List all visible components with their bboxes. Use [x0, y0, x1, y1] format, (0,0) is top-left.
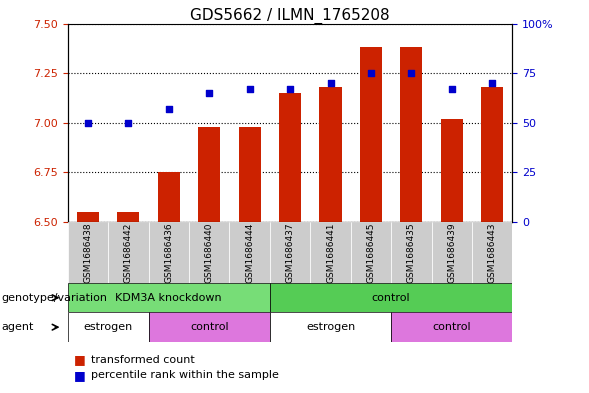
Bar: [68, 283, 270, 312]
Point: [366, 70, 376, 76]
Text: ■: ■: [74, 353, 85, 366]
Text: GSM1686436: GSM1686436: [164, 222, 173, 283]
Text: genotype/variation: genotype/variation: [1, 293, 107, 303]
Bar: [77, 212, 99, 222]
Bar: [148, 222, 189, 283]
Text: GSM1686444: GSM1686444: [245, 222, 254, 283]
Bar: [158, 173, 180, 222]
Text: control: control: [190, 322, 229, 332]
Bar: [279, 93, 301, 222]
Text: estrogen: estrogen: [84, 322, 133, 332]
Text: percentile rank within the sample: percentile rank within the sample: [91, 370, 279, 380]
Text: GSM1686442: GSM1686442: [124, 222, 133, 283]
Bar: [270, 312, 391, 342]
Bar: [432, 222, 472, 283]
Bar: [198, 127, 220, 222]
Bar: [481, 87, 504, 222]
Text: GSM1686443: GSM1686443: [488, 222, 497, 283]
Bar: [230, 222, 270, 283]
Text: GSM1686439: GSM1686439: [447, 222, 456, 283]
Bar: [270, 222, 310, 283]
Bar: [319, 87, 342, 222]
Bar: [472, 222, 512, 283]
Bar: [68, 222, 108, 283]
Point: [326, 80, 335, 86]
Point: [285, 86, 294, 92]
Text: control: control: [372, 293, 411, 303]
Text: agent: agent: [1, 322, 34, 332]
Point: [124, 119, 133, 126]
Bar: [350, 222, 391, 283]
Bar: [360, 48, 382, 222]
Text: GSM1686441: GSM1686441: [326, 222, 335, 283]
Bar: [441, 119, 463, 222]
Text: estrogen: estrogen: [306, 322, 355, 332]
Text: GSM1686438: GSM1686438: [84, 222, 92, 283]
Point: [204, 90, 214, 96]
Point: [83, 119, 92, 126]
Point: [488, 80, 497, 86]
Bar: [401, 48, 422, 222]
Bar: [270, 283, 512, 312]
Bar: [391, 222, 432, 283]
Bar: [148, 312, 270, 342]
Text: GSM1686440: GSM1686440: [205, 222, 214, 283]
Point: [447, 86, 456, 92]
Point: [406, 70, 416, 76]
Title: GDS5662 / ILMN_1765208: GDS5662 / ILMN_1765208: [190, 7, 390, 24]
Bar: [68, 312, 148, 342]
Text: GSM1686437: GSM1686437: [286, 222, 294, 283]
Text: KDM3A knockdown: KDM3A knockdown: [115, 293, 222, 303]
Point: [164, 106, 174, 112]
Bar: [108, 222, 148, 283]
Bar: [189, 222, 230, 283]
Bar: [239, 127, 261, 222]
Text: GSM1686445: GSM1686445: [366, 222, 375, 283]
Text: ■: ■: [74, 369, 85, 382]
Text: transformed count: transformed count: [91, 354, 195, 365]
Point: [245, 86, 254, 92]
Bar: [117, 212, 140, 222]
Text: control: control: [432, 322, 471, 332]
Bar: [310, 222, 350, 283]
Bar: [391, 312, 512, 342]
Text: GSM1686435: GSM1686435: [407, 222, 416, 283]
